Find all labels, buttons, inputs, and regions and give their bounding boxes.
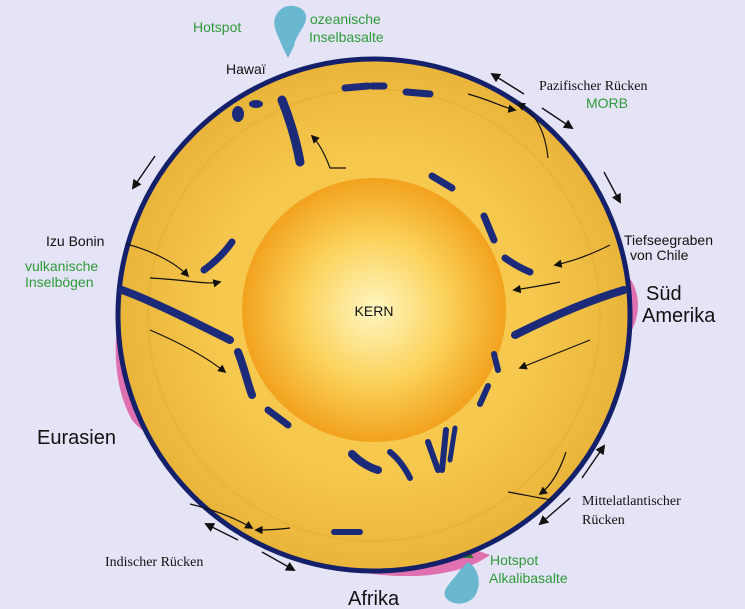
slab-bottom-3	[387, 449, 413, 481]
flow-indian-2	[254, 525, 291, 535]
hotspot-plume-top	[274, 5, 307, 59]
slab-east-upper	[501, 254, 534, 276]
flow-pacific	[516, 103, 549, 159]
label-hotspot-top: Hotspot	[193, 19, 241, 35]
label-south-america-1: Süd	[646, 283, 682, 305]
subducting-slabs	[118, 82, 628, 535]
flow-east-lower	[518, 339, 591, 370]
slab-west-deep	[234, 348, 256, 399]
flow-pacific-2	[467, 93, 517, 113]
arrow-nw-1	[131, 155, 156, 190]
arrow-n-pacific-2	[541, 107, 574, 130]
flow-mid-atlantic	[538, 451, 567, 496]
label-mid-atlantic-1: Mittelatlantischer	[582, 494, 681, 509]
slab-ridge-top	[341, 82, 372, 92]
label-trench-2: von Chile	[630, 247, 689, 263]
flow-chile	[553, 244, 611, 268]
label-ocean-basalt-1: ozeanische	[310, 11, 381, 27]
label-hawaii: Hawaï	[226, 61, 266, 77]
blob-left-2	[249, 100, 263, 108]
arrow-sw-2	[261, 551, 296, 571]
core-label: KERN	[355, 303, 394, 319]
slab-east-1	[428, 172, 456, 192]
label-south-america-2: Amerika	[642, 305, 716, 327]
flow-hawaii	[310, 134, 346, 169]
label-ocean-basalt-2: Inselbasalte	[309, 29, 384, 45]
slab-bottom-5	[439, 427, 449, 473]
annotations: Hotspot ozeanische Inselbasalte Hawaï Pa…	[25, 11, 716, 609]
blob-left-1	[232, 106, 244, 122]
flow-chile-2	[512, 281, 561, 294]
arrow-se-2	[538, 497, 571, 526]
label-volcanic-arc-1: vulkanische	[25, 258, 98, 274]
label-hotspot-bottom: Hotspot	[490, 552, 538, 568]
slab-ridge-top-3	[402, 88, 434, 98]
earth-core	[242, 178, 506, 442]
arrow-n-pacific-1	[490, 72, 525, 95]
slab-bottom-1	[264, 406, 292, 429]
slab-chile	[511, 286, 628, 339]
label-pacific-ridge: Pazifischer Rücken	[539, 79, 647, 94]
slab-west-upper	[200, 238, 236, 274]
slab-east-3	[491, 351, 501, 373]
arrow-se-1	[581, 444, 606, 479]
flow-arrows	[125, 93, 611, 535]
arrow-sw-1	[204, 523, 239, 541]
arrow-ne-1	[603, 171, 621, 204]
slab-bottom-2	[348, 450, 382, 474]
label-alkali-basalt: Alkalibasalte	[489, 570, 568, 586]
slab-bottom-6	[447, 425, 458, 463]
flow-mid-atlantic-2	[507, 491, 553, 501]
label-eurasia: Eurasien	[37, 427, 116, 449]
hotspot-plume-bottom	[444, 562, 479, 604]
label-volcanic-arc-2: Inselbögen	[25, 274, 94, 290]
slab-izu-bonin	[118, 286, 234, 344]
slab-east-2	[480, 212, 498, 244]
label-africa: Afrika	[348, 588, 400, 609]
label-izu-bonin: Izu Bonin	[46, 233, 104, 249]
plate-motion-arrows	[131, 72, 621, 571]
flow-indian	[189, 503, 254, 529]
label-indian-ridge: Indischer Rücken	[105, 555, 203, 570]
slab-bottom-4	[425, 439, 441, 473]
flow-izu-deep	[149, 277, 222, 288]
flow-west-lower	[149, 329, 227, 374]
label-mid-atlantic-2: Rücken	[582, 513, 625, 528]
slab-east-4	[477, 383, 491, 407]
slab-hawaii-plume	[277, 95, 305, 167]
label-morb: MORB	[586, 95, 628, 111]
flow-izu	[125, 243, 190, 278]
label-trench-1: Tiefseegraben	[624, 232, 713, 248]
